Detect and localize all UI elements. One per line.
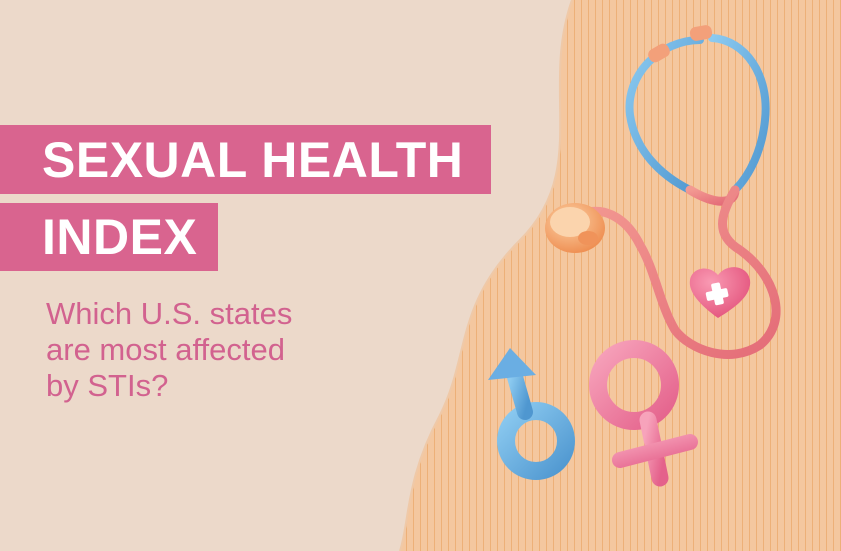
title-line-1-text: SEXUAL HEALTH xyxy=(42,131,464,188)
subtitle-line: Which U.S. states xyxy=(46,296,293,331)
title-line-2-text: INDEX xyxy=(42,209,198,265)
striped-background-panel xyxy=(399,0,841,551)
stethoscope-icon xyxy=(545,25,781,359)
title-line-2: INDEX xyxy=(0,203,218,271)
male-symbol-icon xyxy=(488,348,575,480)
heart-cross-icon xyxy=(689,267,751,318)
subtitle-line: by STIs? xyxy=(46,368,169,403)
subtitle: Which U.S. states are most affected by S… xyxy=(46,296,386,404)
title-line-1: SEXUAL HEALTH xyxy=(0,125,491,194)
subtitle-line: are most affected xyxy=(46,332,285,367)
female-symbol-icon xyxy=(589,340,698,487)
